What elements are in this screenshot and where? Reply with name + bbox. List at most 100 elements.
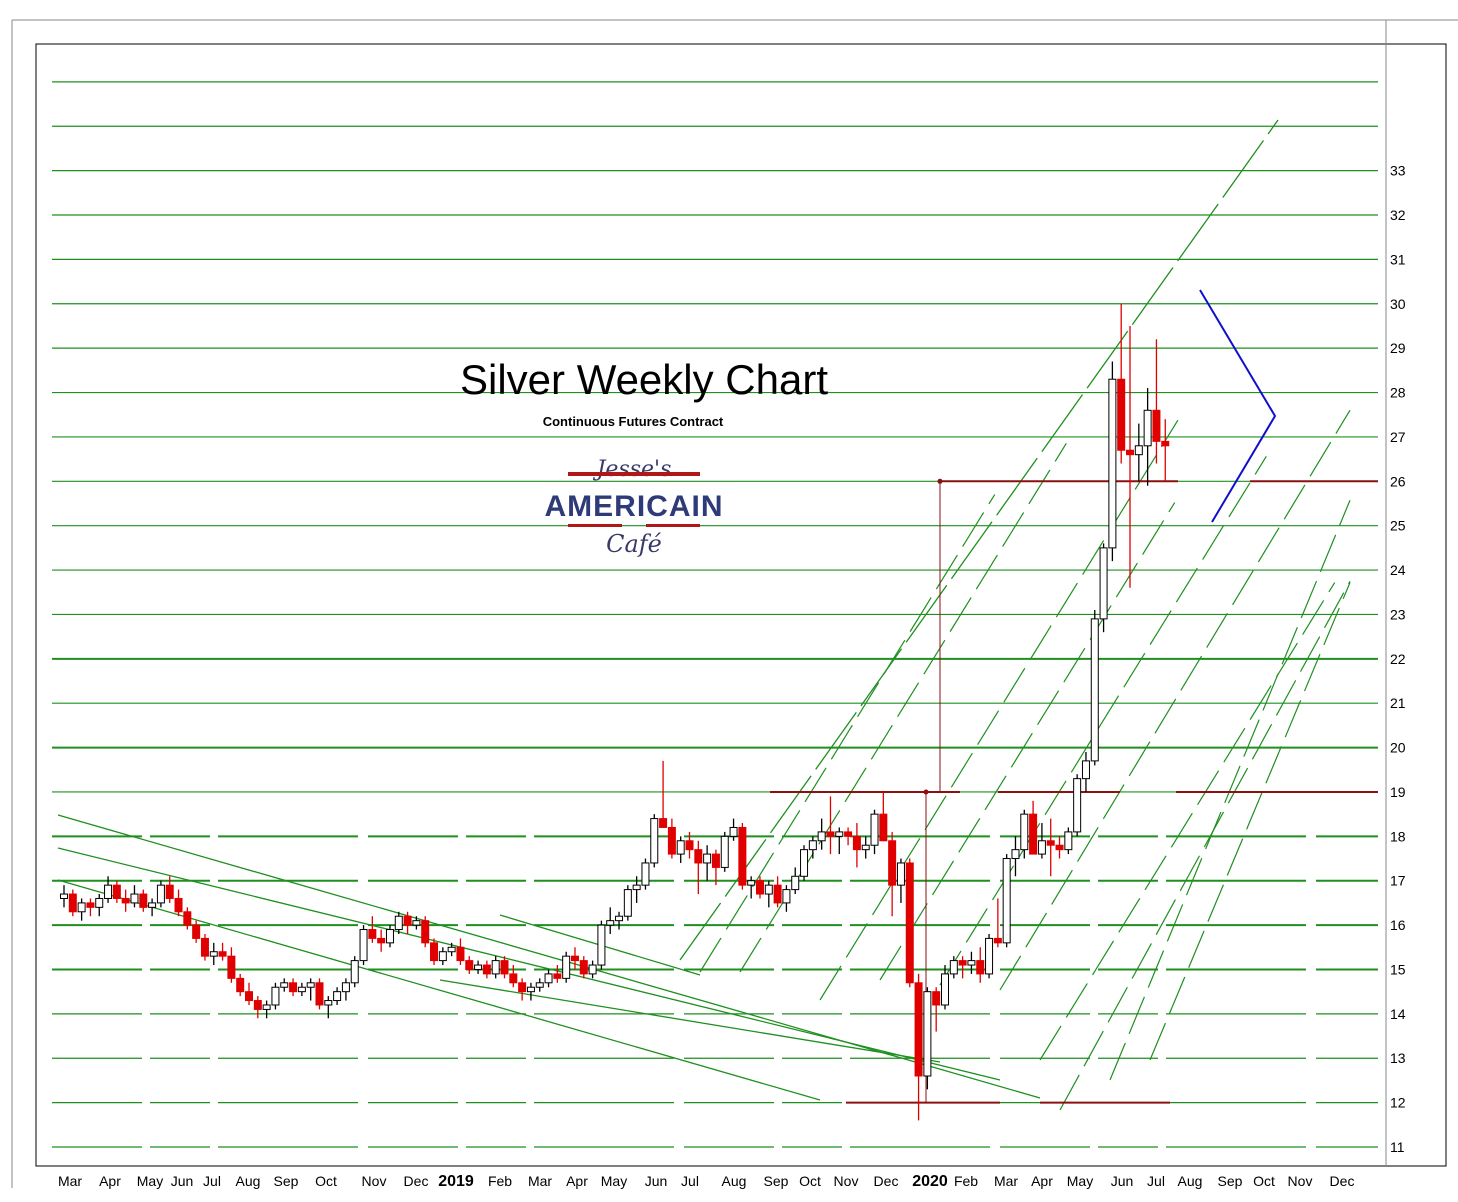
candle-body bbox=[1099, 547, 1108, 620]
candle bbox=[667, 818, 676, 859]
down-channel-line bbox=[439, 979, 941, 1063]
candle bbox=[923, 987, 932, 1090]
y-tick-label: 22 bbox=[1390, 651, 1406, 667]
candle bbox=[209, 942, 218, 966]
candle-body bbox=[280, 982, 289, 988]
candle bbox=[826, 796, 835, 855]
candle bbox=[1020, 809, 1029, 859]
candle-body bbox=[112, 884, 121, 899]
y-tick-label: 24 bbox=[1390, 562, 1406, 578]
candle bbox=[412, 916, 421, 930]
logo-stripe-top bbox=[568, 472, 700, 476]
candle bbox=[615, 911, 624, 930]
up-channel-line bbox=[1109, 499, 1351, 1081]
candle-body bbox=[553, 973, 562, 979]
candle bbox=[782, 885, 791, 912]
candle bbox=[491, 956, 500, 979]
up-channel-main bbox=[679, 119, 1279, 961]
price-gridlines bbox=[52, 81, 1378, 1148]
candle bbox=[641, 858, 650, 890]
candle bbox=[1081, 752, 1090, 792]
candle-body bbox=[782, 889, 791, 904]
candle bbox=[755, 876, 764, 899]
candle bbox=[817, 818, 826, 850]
candle bbox=[852, 823, 861, 868]
candle-body bbox=[1055, 844, 1064, 851]
candle-body bbox=[341, 982, 350, 993]
candle bbox=[773, 876, 782, 908]
candle-body bbox=[958, 960, 967, 966]
x-tick-label: Jun bbox=[171, 1173, 194, 1189]
candle bbox=[1090, 610, 1099, 766]
candle-body bbox=[1081, 760, 1090, 780]
candle-body bbox=[315, 982, 324, 1006]
up-channel-line bbox=[1059, 581, 1351, 1111]
candle bbox=[183, 907, 192, 930]
x-tick-label: 2019 bbox=[438, 1173, 474, 1190]
candle-body bbox=[482, 964, 491, 975]
candle-body bbox=[130, 893, 139, 904]
x-tick-label: Aug bbox=[1178, 1173, 1203, 1189]
candle bbox=[1046, 818, 1055, 877]
candle bbox=[808, 836, 817, 859]
candle-body bbox=[165, 884, 174, 899]
candle bbox=[835, 827, 844, 855]
candle bbox=[544, 969, 553, 988]
x-tick-label: May bbox=[601, 1173, 627, 1189]
candle-body bbox=[562, 955, 571, 979]
x-tick-label: May bbox=[1067, 1173, 1093, 1189]
candle bbox=[368, 916, 377, 943]
candle bbox=[958, 956, 967, 979]
candle-body bbox=[949, 960, 958, 975]
candle-body bbox=[209, 951, 218, 957]
candle-body bbox=[817, 831, 826, 842]
candle bbox=[192, 920, 201, 943]
x-tick-label: Nov bbox=[1288, 1173, 1313, 1189]
candle bbox=[597, 920, 606, 970]
candle-body bbox=[156, 884, 165, 904]
candle-body bbox=[967, 960, 976, 966]
candle-body bbox=[941, 973, 949, 1006]
candle bbox=[914, 973, 923, 1121]
candle bbox=[870, 809, 879, 855]
candle bbox=[703, 845, 712, 881]
candle bbox=[861, 836, 870, 859]
candle-body bbox=[870, 813, 879, 846]
candle-body bbox=[650, 818, 659, 864]
candle bbox=[86, 898, 95, 917]
y-tick-label: 12 bbox=[1390, 1095, 1406, 1111]
y-tick-label: 26 bbox=[1390, 473, 1406, 489]
candle-body bbox=[993, 937, 1002, 944]
candle bbox=[623, 885, 632, 921]
candle bbox=[1029, 800, 1038, 855]
candle bbox=[888, 831, 897, 917]
logo-stripe-left bbox=[568, 524, 622, 527]
x-tick-label: Apr bbox=[99, 1173, 121, 1189]
candle-body bbox=[844, 831, 853, 837]
candle-body bbox=[623, 889, 632, 917]
candle-body bbox=[200, 937, 209, 957]
candle bbox=[350, 956, 359, 988]
candle bbox=[1011, 836, 1020, 877]
y-tick-label: 31 bbox=[1390, 251, 1406, 267]
candle-body bbox=[932, 991, 941, 1006]
y-tick-label: 28 bbox=[1390, 385, 1406, 401]
candle-body bbox=[324, 1000, 333, 1006]
candle-body bbox=[509, 973, 518, 984]
candle bbox=[341, 978, 350, 1001]
x-tick-label: Jul bbox=[1147, 1173, 1165, 1189]
candle bbox=[976, 947, 985, 983]
x-tick-label: Sep bbox=[1218, 1173, 1243, 1189]
up-channel-line bbox=[819, 419, 1179, 1001]
candle-body bbox=[659, 818, 668, 828]
x-tick-label: Nov bbox=[362, 1173, 387, 1189]
candle-body bbox=[430, 942, 439, 962]
candle-body bbox=[976, 960, 985, 975]
x-tick-label: Feb bbox=[488, 1173, 512, 1189]
candle-body bbox=[526, 986, 535, 993]
candle-body bbox=[289, 982, 298, 993]
candle-body bbox=[359, 929, 368, 962]
x-tick-label: Oct bbox=[315, 1173, 337, 1189]
candle-body bbox=[297, 986, 306, 993]
candle bbox=[1152, 339, 1161, 464]
